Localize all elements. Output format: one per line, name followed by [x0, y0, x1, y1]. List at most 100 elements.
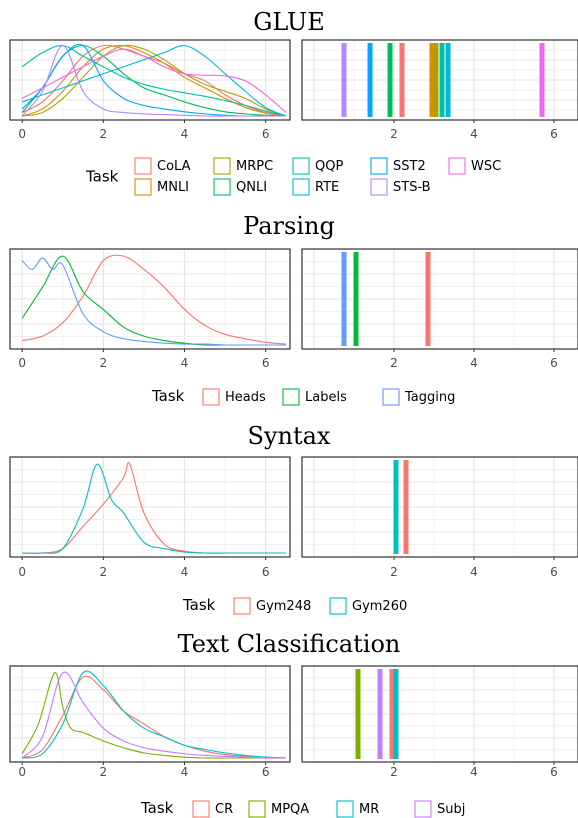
- x-tick-label: 0: [18, 565, 26, 579]
- panel-border: [301, 39, 578, 121]
- density-line-cr: [21, 675, 286, 759]
- x-tick-label: 6: [550, 565, 558, 579]
- legend-label-cr: CR: [215, 802, 233, 817]
- density-line-mpqa: [21, 672, 286, 759]
- x-tick-label: 2: [390, 127, 398, 141]
- legend-key-qqp: [292, 157, 310, 175]
- panel-density-1: 0 2 4 6: [9, 248, 291, 370]
- legend-key-labels: [282, 388, 300, 406]
- density-line-gym248: [22, 462, 286, 554]
- legend-label-tagging: Tagging: [404, 390, 455, 405]
- x-tick-label: 4: [470, 127, 478, 141]
- panel-border: [301, 248, 578, 350]
- legend-key-sst2: [370, 157, 388, 175]
- x-tick-label: 2: [390, 565, 398, 579]
- density-line-wsc: [21, 48, 287, 113]
- x-tick-label: 2: [100, 765, 108, 779]
- x-tick-label: 4: [470, 356, 478, 370]
- legend-label-mrpc: MRPC: [236, 159, 273, 174]
- legend-1: Task Heads Labels Tagging: [151, 387, 455, 406]
- legend-key-gym260: [329, 597, 347, 615]
- panel-border: [9, 248, 291, 350]
- x-tick-label: 4: [181, 765, 189, 779]
- density-line-sts-b: [21, 45, 286, 117]
- x-tick-label: 2: [100, 356, 108, 370]
- density-line-subj: [21, 671, 286, 759]
- legend-key-sts-b: [370, 178, 388, 196]
- panel-mean-1: 2 4 6: [301, 248, 578, 370]
- legend-key-gym248: [233, 597, 251, 615]
- panel-border: [301, 665, 578, 763]
- density-line-heads: [22, 254, 286, 345]
- legend-key-mnli: [134, 178, 152, 196]
- x-tick-label: 2: [100, 127, 108, 141]
- x-tick-label: 0: [18, 765, 26, 779]
- panel-mean-2: 2 4 6: [301, 456, 578, 579]
- chart-title: Parsing: [243, 212, 335, 240]
- legend-label-gym260: Gym260: [352, 599, 407, 614]
- legend-label-labels: Labels: [305, 390, 347, 405]
- x-tick-label: 6: [550, 127, 558, 141]
- density-line-labels: [21, 255, 286, 346]
- legend-label-mnli: MNLI: [157, 180, 189, 195]
- x-tick-label: 4: [181, 356, 189, 370]
- legend-label-heads: Heads: [225, 390, 266, 405]
- legend-title: Task: [151, 387, 185, 405]
- legend-key-cr: [192, 800, 210, 818]
- legend-label-qqp: QQP: [315, 159, 343, 174]
- legend-title: Task: [182, 596, 216, 614]
- legend-key-rte: [292, 178, 310, 196]
- legend-key-qnli: [213, 178, 231, 196]
- panel-border: [9, 665, 291, 763]
- x-tick-label: 6: [262, 565, 270, 579]
- legend-3: Task CR MPQA MR Subj: [140, 799, 465, 818]
- x-tick-label: 4: [181, 565, 189, 579]
- density-line-rte: [21, 45, 287, 117]
- x-tick-label: 6: [262, 127, 270, 141]
- x-tick-label: 6: [262, 765, 270, 779]
- legend-key-heads: [202, 388, 220, 406]
- legend-label-gym248: Gym248: [256, 599, 311, 614]
- x-tick-label: 2: [390, 765, 398, 779]
- legend-key-tagging: [382, 388, 400, 406]
- legend-title: Task: [140, 799, 174, 817]
- panel-border: [9, 39, 291, 121]
- panel-border: [9, 456, 291, 558]
- density-line-mrpc: [22, 44, 287, 117]
- legend-title: Task: [85, 168, 119, 186]
- panel-density-2: 0 2 4 6: [9, 456, 291, 579]
- x-tick-label: 6: [550, 356, 558, 370]
- x-tick-label: 4: [181, 127, 189, 141]
- legend-label-sst2: SST2: [393, 159, 426, 174]
- panel-border: [301, 456, 578, 558]
- density-line-mr: [22, 670, 286, 759]
- legend-label-subj: Subj: [437, 802, 465, 817]
- legend-key-mpqa: [248, 800, 266, 818]
- x-tick-label: 0: [18, 127, 26, 141]
- x-tick-label: 6: [262, 356, 270, 370]
- panel-mean-0: 2 4 6: [301, 39, 578, 141]
- x-tick-label: 4: [470, 565, 478, 579]
- density-line-mnli: [21, 44, 287, 117]
- legend-key-wsc: [448, 157, 466, 175]
- panel-mean-3: 2 4 6: [301, 665, 578, 779]
- legend-label-cola: CoLA: [157, 159, 191, 174]
- panel-density-3: 0 2 4 6: [9, 665, 291, 779]
- chart-title: GLUE: [253, 8, 325, 36]
- legend-key-mr: [336, 800, 354, 818]
- legend-key-mrpc: [213, 157, 231, 175]
- legend-label-rte: RTE: [315, 180, 339, 195]
- x-tick-label: 6: [550, 765, 558, 779]
- legend-label-mpqa: MPQA: [271, 802, 309, 817]
- density-line-tagging: [21, 257, 286, 346]
- legend-label-qnli: QNLI: [236, 180, 267, 195]
- x-tick-label: 2: [100, 565, 108, 579]
- legend-0: Task CoLA MNLI MRPC QNLI QQP RTE SST2 STS-B WSC: [85, 157, 501, 196]
- legend-key-cola: [134, 157, 152, 175]
- x-tick-label: 4: [470, 765, 478, 779]
- legend-key-subj: [414, 800, 432, 818]
- x-tick-label: 0: [18, 356, 26, 370]
- legend-label-wsc: WSC: [471, 159, 501, 174]
- legend-label-mr: MR: [359, 802, 379, 817]
